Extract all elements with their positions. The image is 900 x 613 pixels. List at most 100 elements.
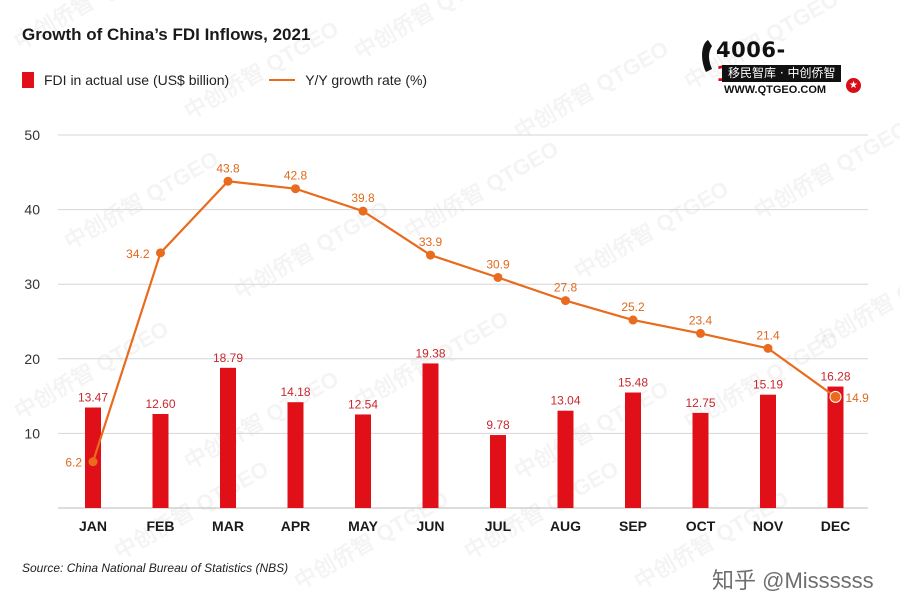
bar-value-label: 13.47 (78, 391, 108, 405)
x-tick-label: FEB (147, 518, 175, 534)
watermark-text: 中创侨智 QTGEO (680, 0, 843, 94)
x-tick-label: AUG (550, 518, 581, 534)
line-point (426, 250, 435, 260)
y-tick-label: 20 (24, 351, 40, 367)
bar (625, 392, 641, 508)
bar (490, 435, 506, 508)
chart-title: Growth of China’s FDI Inflows, 2021 (22, 25, 311, 44)
bar-value-label: 12.60 (145, 397, 175, 411)
line-point (696, 328, 705, 338)
source-note: Source: China National Bureau of Statist… (22, 561, 289, 575)
bar-value-label: 15.19 (753, 378, 783, 392)
line-value-label: 33.9 (419, 235, 443, 249)
x-tick-label: MAR (212, 518, 244, 534)
line-point (291, 184, 300, 194)
bar-labels: 13.47 12.60 18.79 14.18 12.54 19.38 9.78 13.04 1… (78, 346, 851, 432)
bar (557, 410, 574, 508)
y-tick-label: 50 (24, 127, 40, 143)
x-axis: JAN FEB MAR APR MAY JUN JUL AUG SEP OCT NOV DEC (79, 518, 850, 534)
bar-value-label: 19.38 (415, 346, 445, 360)
grid-lines (58, 134, 868, 509)
x-tick-label: DEC (821, 518, 851, 534)
watermark-text: 中创侨智 QTGEO (10, 0, 173, 54)
line-series (88, 176, 842, 467)
legend-label-growth: Y/Y growth rate (%) (305, 72, 428, 88)
phone-icon (702, 40, 712, 72)
x-tick-label: NOV (753, 518, 784, 534)
line-point (493, 272, 503, 282)
watermark-credit: 知乎 @Missssss (712, 568, 874, 593)
line-value-label: 39.8 (351, 191, 375, 205)
watermark-text: 中创侨智 QTGEO (180, 16, 343, 124)
watermark-text: 中创侨智 QTGEO (230, 196, 393, 304)
x-tick-label: SEP (619, 518, 647, 534)
legend-item-fdi: FDI in actual use (US$ billion) (22, 72, 229, 88)
line-point (561, 296, 570, 306)
line-value-label: 42.8 (284, 169, 308, 183)
bar-value-label: 12.75 (685, 396, 715, 410)
bar (220, 367, 236, 508)
bar-value-label: 16.28 (820, 370, 850, 384)
line-value-label: 27.8 (554, 281, 578, 295)
legend-item-growth: Y/Y growth rate (%) (269, 72, 427, 88)
line-labels: 6.2 34.2 43.8 42.8 39.8 33.9 30.9 27.8 25.2 23.4 2… (65, 161, 869, 469)
line-point (88, 457, 98, 467)
line-point (156, 248, 165, 258)
bar (287, 402, 304, 508)
growth-line (91, 180, 837, 463)
line-value-label: 25.2 (621, 300, 645, 314)
logo-url: WWW.QTGEO.COM (724, 84, 827, 96)
line-value-label: 34.2 (126, 247, 150, 261)
bar-series (85, 363, 844, 508)
x-tick-label: APR (281, 518, 311, 534)
line-point (628, 315, 638, 325)
line-point (763, 343, 773, 353)
line-value-label: 14.9 (846, 391, 870, 405)
legend-swatch-line (269, 79, 296, 81)
line-value-label: 23.4 (689, 313, 713, 327)
watermark-text: 中创侨智 QTGEO (60, 146, 223, 254)
watermark-text: 中创侨智 QTGEO (400, 136, 563, 244)
legend-swatch-bar (22, 72, 34, 88)
watermark-text: 中创侨智 QTGEO (350, 0, 513, 64)
line-value-label: 43.8 (216, 161, 240, 175)
y-tick-label: 10 (24, 425, 40, 441)
watermark-text: 中创侨智 QTGEO (810, 246, 900, 354)
brand-logo: 4006-123670 移民智库 · 中创侨智 WWW.QTGEO.COM ★ (698, 38, 870, 98)
x-tick-label: JUL (485, 518, 512, 534)
watermark-text: 中创侨智 QTGEO (510, 36, 673, 144)
x-tick-label: JUN (416, 518, 444, 534)
y-tick-label: 30 (24, 276, 40, 292)
star-icon: ★ (846, 78, 861, 93)
line-value-label: 21.4 (756, 328, 780, 342)
y-tick-label: 40 (24, 202, 40, 218)
line-point (223, 176, 233, 186)
legend: FDI in actual use (US$ billion) Y/Y grow… (22, 70, 467, 90)
bar-value-label: 13.04 (550, 394, 580, 408)
bar (152, 414, 169, 508)
watermark-text: 中创侨智 QTGEO (570, 176, 733, 284)
logo-tagline: 移民智库 · 中创侨智 (722, 65, 842, 82)
line-value-label: 6.2 (65, 456, 82, 470)
bar (827, 386, 844, 508)
bar-value-label: 15.48 (618, 376, 648, 390)
line-point (829, 390, 842, 403)
bar (422, 363, 439, 508)
logo-phone-main: 4006- (716, 38, 786, 62)
y-axis: 10 20 30 40 50 (24, 127, 40, 441)
bar-value-label: 9.78 (486, 418, 510, 432)
bar-value-label: 14.18 (280, 385, 310, 399)
watermark-text: 中创侨智 QTGEO (750, 116, 900, 224)
line-point (358, 206, 368, 216)
x-tick-label: JAN (79, 518, 107, 534)
x-tick-label: MAY (348, 518, 378, 534)
bar-value-label: 18.79 (213, 351, 243, 365)
bar-value-label: 12.54 (348, 397, 378, 411)
line-value-label: 30.9 (486, 257, 510, 271)
bar (692, 412, 709, 508)
bar (760, 394, 776, 508)
legend-label-fdi: FDI in actual use (US$ billion) (44, 72, 230, 88)
bar (355, 414, 371, 508)
x-tick-label: OCT (686, 518, 716, 534)
